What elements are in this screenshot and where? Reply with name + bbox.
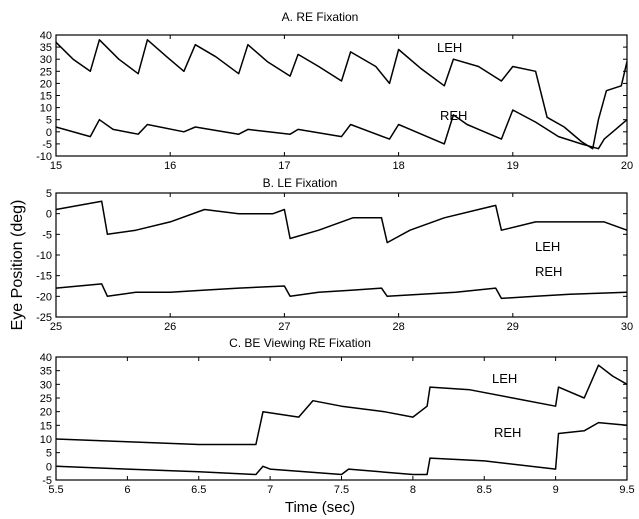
panel-a-label-reh: REH — [440, 108, 467, 123]
panel-a: A. RE Fixation 15 16 17 18 19 20-10-505101520… — [36, 10, 633, 172]
panel-b-x-tick-label: 27 — [278, 321, 290, 333]
panel-a-title: A. RE Fixation — [282, 10, 359, 24]
panel-a-series-reh — [55, 109, 628, 150]
panel-c: C. BE Viewing RE Fixation 5.5 6 6.5 7 7.5 8 8.… — [40, 336, 635, 496]
panel-a-label-leh: LEH — [437, 40, 462, 55]
panel-b-y-tick-label: 5 — [46, 188, 52, 200]
panel-c-y-tick-label: 30 — [40, 379, 52, 391]
panel-c-y-tick-label: 0 — [46, 461, 52, 473]
panel-b-y-tick-label: -5 — [42, 229, 52, 241]
panel-c-x-tick-label: 5.5 — [48, 484, 63, 496]
panel-c-y-tick-label: 20 — [40, 407, 52, 419]
panel-a-y-tick-label: -5 — [42, 139, 52, 151]
panel-a-y-tick-label: 20 — [40, 78, 52, 90]
panel-b-y-tick-label: -20 — [36, 291, 52, 303]
panel-a-x-tick-label: 20 — [621, 160, 633, 172]
panel-b-label-reh: REH — [535, 264, 562, 279]
panel-a-y-tick-label: 10 — [40, 103, 52, 115]
panel-c-y-tick-label: 5 — [46, 448, 52, 460]
panel-c-x-tick-label: 8.5 — [477, 484, 492, 496]
panel-c-x-tick-label: 9 — [553, 484, 559, 496]
x-axis-label: Time (sec) — [285, 499, 355, 516]
panel-c-y-tick-label: 40 — [40, 352, 52, 364]
panel-c-series-reh — [55, 421, 628, 476]
panel-a-y-tick-label: 40 — [40, 30, 52, 42]
panel-c-x-tick-label: 7 — [267, 484, 273, 496]
panel-b-x-tick-label: 30 — [621, 321, 633, 333]
panel-b-frame — [55, 192, 628, 318]
panel-b-x-tick-label: 26 — [164, 321, 176, 333]
panel-a-series-leh — [55, 39, 628, 150]
panel-a-y-tick-label: 30 — [40, 54, 52, 66]
panel-c-x-tick-label: 8 — [410, 484, 416, 496]
panel-b-series-leh — [55, 200, 628, 244]
panel-c-y-tick-label: 25 — [40, 393, 52, 405]
panel-b-y-tick-label: -10 — [36, 250, 52, 262]
panel-b-label-leh: LEH — [535, 239, 560, 254]
panel-c-frame — [55, 356, 628, 481]
panel-c-series-leh — [55, 364, 628, 446]
panel-b-x-tick-label: 25 — [50, 321, 62, 333]
panel-a-x-tick-label: 18 — [392, 160, 404, 172]
panel-a-y-tick-label: 5 — [46, 115, 52, 127]
panel-b-y-tick-label: 0 — [46, 209, 52, 221]
panel-a-y-tick-label: 15 — [40, 91, 52, 103]
panel-b-y-tick-label: -15 — [36, 271, 52, 283]
panel-c-title: C. BE Viewing RE Fixation — [229, 336, 371, 350]
panel-b: B. LE Fixation 25 26 27 28 29 30 -25 -20 -15 -10 -… — [36, 176, 633, 333]
panel-b-series-reh — [55, 283, 628, 300]
panel-a-y-tick-label: 0 — [46, 127, 52, 139]
panel-c-x-tick-label: 6.5 — [191, 484, 206, 496]
panel-a-y-tick-label: 35 — [40, 42, 52, 54]
panel-c-y-tick-label: 15 — [40, 420, 52, 432]
panel-c-x-tick-label: 6 — [124, 484, 130, 496]
panel-c-y-tick-label: 35 — [40, 366, 52, 378]
panel-a-y-tick-label: 25 — [40, 66, 52, 78]
panel-c-label-leh: LEH — [492, 371, 517, 386]
panel-b-x-tick-label: 28 — [392, 321, 404, 333]
panel-a-y-tick-label: -10 — [36, 151, 52, 163]
panel-c-x-tick-label: 7.5 — [334, 484, 349, 496]
panel-b-x-tick-label: 29 — [507, 321, 519, 333]
y-axis-label: Eye Position (deg) — [9, 200, 26, 331]
panel-c-label-reh: REH — [494, 425, 521, 440]
panel-b-y-tick-label: -25 — [36, 312, 52, 324]
panel-a-x-tick-label: 17 — [278, 160, 290, 172]
panel-c-x-tick-label: 9.5 — [619, 484, 634, 496]
panel-b-title: B. LE Fixation — [263, 176, 338, 190]
panel-a-x-tick-label: 15 — [50, 160, 62, 172]
panel-c-y-tick-label: -5 — [42, 475, 52, 487]
panel-a-x-tick-label: 19 — [507, 160, 519, 172]
panel-a-x-tick-label: 16 — [164, 160, 176, 172]
panel-c-y-tick-label: 10 — [40, 434, 52, 446]
